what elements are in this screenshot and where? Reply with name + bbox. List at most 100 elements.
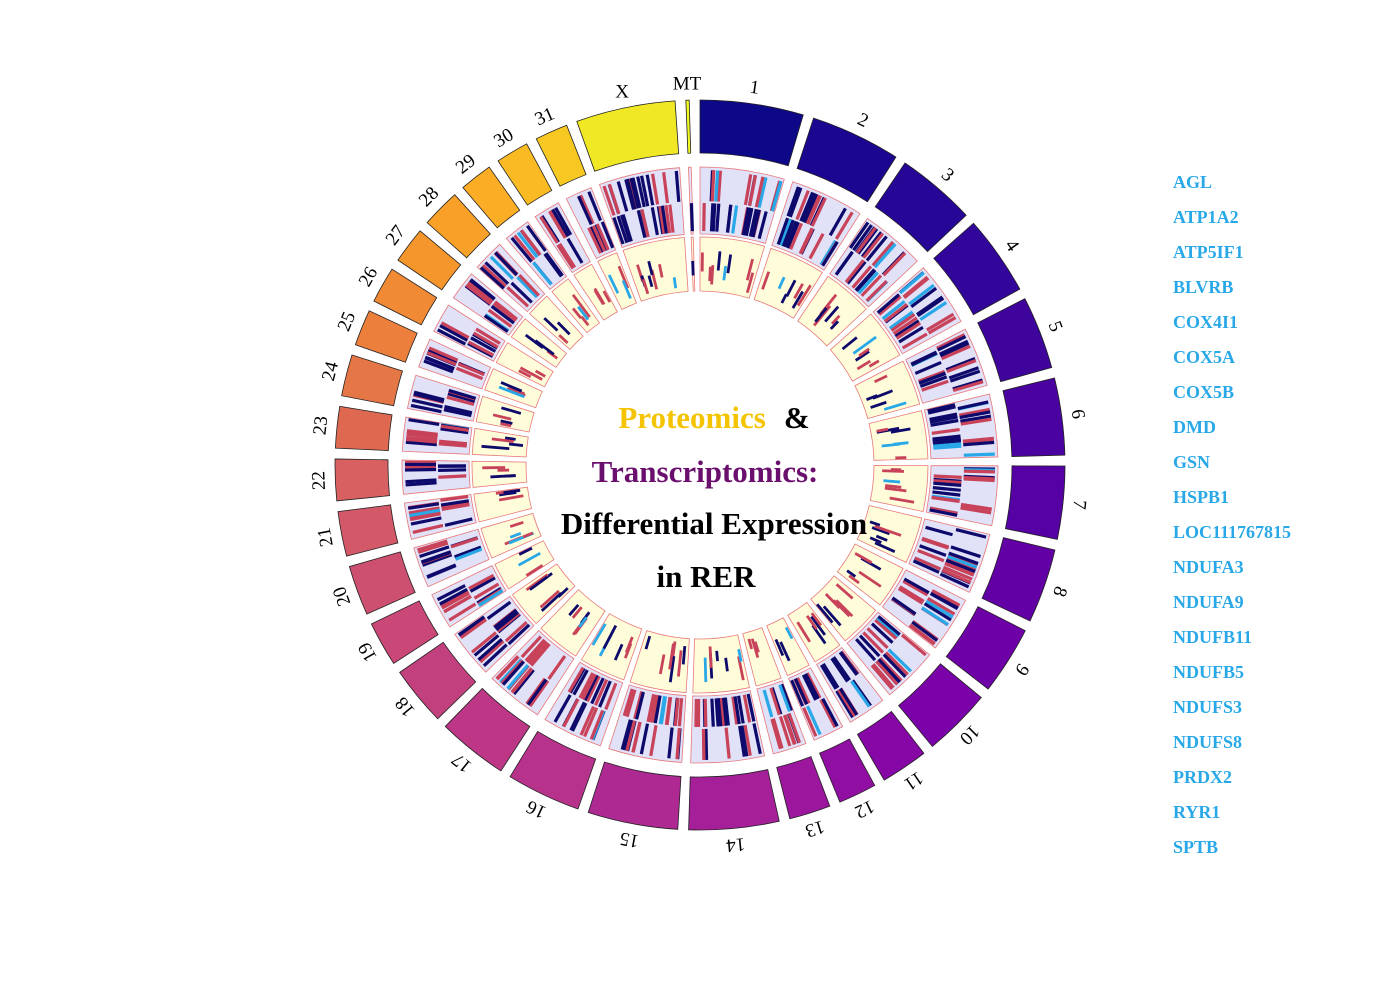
outer-track-mark (931, 495, 960, 503)
outer-track-mark (620, 719, 632, 750)
gene-legend-item: PRDX2 (1173, 767, 1232, 787)
outer-track-mark (585, 675, 601, 703)
outer-track-mark (960, 502, 992, 511)
outer-track-mark (421, 550, 452, 564)
inner-track-mark (518, 369, 532, 379)
outer-track-mark (828, 207, 847, 237)
outer-track-mark (736, 695, 745, 724)
inner-track-mark (824, 305, 840, 323)
inner-track-segment-31 (597, 252, 637, 311)
outer-track-mark (724, 727, 731, 759)
inner-track-mark (722, 265, 728, 281)
outer-track-mark (751, 209, 761, 238)
outer-track-mark (636, 210, 647, 238)
outer-track-mark (881, 300, 906, 321)
chromosome-label-16: 16 (523, 796, 549, 823)
inner-track-segment-6 (868, 410, 929, 461)
outer-track-mark (795, 190, 810, 221)
chromosome-20-segment (348, 551, 416, 615)
outer-track-mark (469, 278, 496, 301)
chromosome-4-segment (933, 222, 1021, 316)
outer-track-mark (821, 241, 839, 267)
outer-track-mark (805, 672, 822, 699)
outer-track-mark (722, 697, 729, 726)
outer-track-mark (844, 259, 865, 284)
chromosome-6-segment (1002, 377, 1066, 457)
outer-track-mark (612, 217, 625, 245)
inner-track-mark (876, 427, 889, 433)
outer-track-mark (467, 281, 494, 304)
outer-track-mark (835, 690, 855, 719)
inner-track-mark (556, 321, 571, 336)
outer-track-mark (955, 527, 987, 539)
outer-track-mark (493, 608, 518, 629)
outer-track-mark (405, 478, 437, 484)
outer-track-mark (855, 638, 877, 662)
outer-track-mark (438, 442, 467, 448)
chromosome-ideogram (334, 99, 1066, 831)
inner-track-mark (543, 317, 559, 332)
chromosome-label-14: 14 (725, 833, 746, 856)
outer-track-mark (716, 170, 723, 202)
outer-track-mark (873, 242, 897, 269)
inner-track-mark (830, 314, 841, 325)
inner-track-mark (846, 569, 857, 578)
inner-track-mark (813, 305, 832, 327)
inner-track-segment-11 (787, 601, 841, 663)
inner-track-mark (500, 381, 523, 393)
inner-track-mark (658, 654, 666, 675)
chromosome-label-28: 28 (415, 183, 443, 211)
outer-track-mark (409, 508, 441, 518)
outer-track-mark (839, 651, 859, 676)
outer-track-mark (412, 523, 444, 535)
outer-track-mark (468, 573, 495, 590)
outer-track-mark (439, 587, 468, 606)
outer-track-mark (625, 720, 637, 752)
outer-track-mark (504, 621, 528, 643)
inner-track-mark (779, 641, 791, 662)
inner-track-segment-7 (869, 465, 929, 512)
inner-track-mark (571, 293, 591, 318)
outer-track-mark (473, 582, 500, 600)
chromosome-22-segment (334, 458, 390, 502)
outer-track-mark (662, 172, 670, 204)
inner-track-mark (508, 442, 524, 447)
inner-track-mark (745, 258, 754, 281)
inner-track-segment-28 (528, 295, 584, 351)
inner-track-mark (822, 605, 842, 627)
outer-track-mark (877, 658, 901, 684)
inner-track-mark (715, 650, 719, 662)
outer-track-mark (948, 366, 980, 380)
outer-track-mark (470, 336, 497, 353)
inner-track-mark (613, 643, 624, 661)
chromosome-label-30: 30 (490, 124, 517, 152)
outer-track-mark (719, 697, 726, 727)
chromosome-label-22: 22 (308, 471, 330, 491)
outer-track-mark (911, 620, 939, 642)
inner-track-mark (869, 520, 881, 527)
outer-track-mark (944, 561, 975, 576)
outer-track-mark (410, 403, 442, 414)
inner-track-mark (591, 623, 607, 646)
title-line-1: Proteomics & (618, 400, 809, 435)
outer-track-mark (789, 222, 803, 250)
outer-track-mark (444, 517, 473, 527)
outer-track-mark (714, 170, 720, 202)
outer-track-mark (786, 221, 800, 249)
outer-track-mark (477, 638, 503, 661)
outer-track-mark (426, 564, 457, 579)
outer-track-mark (927, 403, 956, 413)
outer-track-mark (960, 414, 992, 423)
outer-track-mark (417, 541, 449, 554)
gene-legend-item: COX4I1 (1173, 312, 1239, 332)
chromosome-label-10: 10 (955, 720, 983, 748)
outer-track-mark (482, 643, 508, 667)
outer-track-mark (408, 506, 440, 515)
inner-track-mark (517, 551, 541, 567)
outer-track-mark (872, 663, 895, 689)
outer-track-mark (516, 231, 539, 259)
outer-track-mark (771, 718, 784, 749)
outer-track-mark (510, 667, 533, 694)
inner-track-mark (691, 260, 695, 276)
